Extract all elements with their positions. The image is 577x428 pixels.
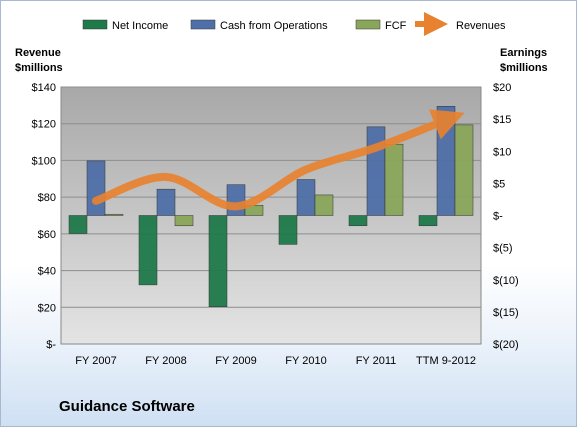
fcf-bar bbox=[104, 213, 124, 216]
fcf-bar bbox=[454, 124, 474, 216]
net-income-bar bbox=[348, 215, 368, 227]
cash-from-operations-bar bbox=[226, 184, 246, 216]
revenues-line bbox=[92, 109, 465, 211]
x-tick-label: FY 2009 bbox=[215, 355, 256, 367]
left-tick-label: $- bbox=[46, 339, 56, 351]
legend-cash-from-operations-label: Cash from Operations bbox=[220, 20, 328, 32]
net-income-bar bbox=[138, 215, 158, 286]
cash-from-operations-bar bbox=[86, 160, 106, 216]
right-axis-title: Earnings bbox=[500, 47, 547, 59]
legend-net-income-swatch bbox=[82, 19, 108, 30]
legend-fcf-swatch bbox=[355, 19, 381, 30]
right-tick-label: $15 bbox=[493, 114, 511, 126]
x-tick-label: FY 2011 bbox=[356, 355, 397, 367]
cash-from-operations-bar bbox=[296, 179, 316, 216]
x-tick-label: FY 2010 bbox=[285, 355, 326, 367]
cash-from-operations-bar bbox=[366, 126, 386, 216]
left-axis-title: $millions bbox=[15, 62, 63, 74]
left-tick-label: $100 bbox=[32, 155, 56, 167]
x-tick-label: TTM 9-2012 bbox=[416, 355, 476, 367]
company-name: Guidance Software bbox=[59, 398, 195, 415]
fcf-bar bbox=[314, 194, 334, 216]
right-axis-title: $millions bbox=[500, 62, 548, 74]
right-tick-label: $(10) bbox=[493, 275, 519, 287]
left-tick-label: $140 bbox=[32, 82, 56, 94]
left-tick-label: $20 bbox=[38, 302, 56, 314]
right-tick-label: $(5) bbox=[493, 243, 513, 255]
x-tick-label: FY 2008 bbox=[145, 355, 186, 367]
right-tick-label: $5 bbox=[493, 178, 505, 190]
left-tick-label: $80 bbox=[38, 192, 56, 204]
net-income-bar bbox=[68, 215, 88, 234]
legend-net-income-label: Net Income bbox=[112, 20, 168, 32]
net-income-bar bbox=[418, 215, 438, 227]
legend-cash-from-operations-swatch bbox=[190, 19, 216, 30]
legend-fcf-label: FCF bbox=[385, 20, 407, 32]
fcf-bar bbox=[174, 215, 194, 227]
fcf-bar bbox=[384, 143, 404, 216]
left-tick-label: $60 bbox=[38, 229, 56, 241]
x-tick-label: FY 2007 bbox=[75, 355, 116, 367]
right-tick-label: $(15) bbox=[493, 307, 519, 319]
right-tick-label: $20 bbox=[493, 82, 511, 94]
legend-revenues-label: Revenues bbox=[456, 20, 506, 32]
left-tick-label: $120 bbox=[32, 119, 56, 131]
cash-from-operations-bar bbox=[156, 188, 176, 216]
net-income-bar bbox=[278, 215, 298, 245]
right-tick-label: $(20) bbox=[493, 339, 519, 351]
right-tick-label: $10 bbox=[493, 146, 511, 158]
left-axis-title: Revenue bbox=[15, 47, 61, 59]
net-income-bar bbox=[208, 215, 228, 307]
left-tick-label: $40 bbox=[38, 266, 56, 278]
right-tick-label: $- bbox=[493, 211, 503, 223]
plot-area bbox=[60, 86, 482, 345]
